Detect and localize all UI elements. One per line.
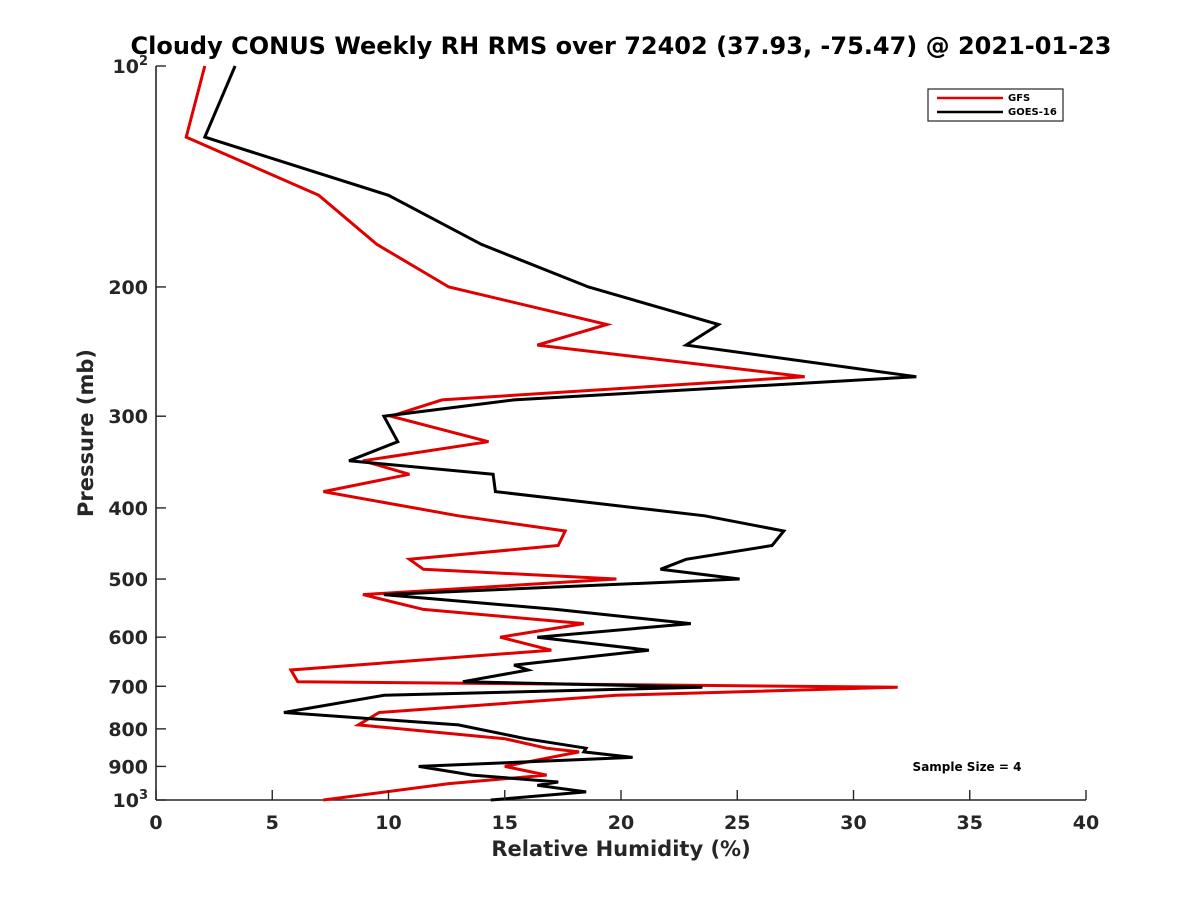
x-tick-label: 15 [492,812,518,834]
y-tick-label: 600 [108,627,148,649]
chart-title: Cloudy CONUS Weekly RH RMS over 72402 (3… [131,32,1112,60]
x-tick-label: 20 [608,812,634,834]
legend-label-gfs: GFS [1008,93,1030,104]
x-tick-label: 25 [724,812,750,834]
sample-size-annotation: Sample Size = 4 [913,760,1022,774]
y-tick-label: 102 [113,54,149,78]
y-tick-label: 300 [108,406,148,428]
series-layer [184,65,917,802]
x-tick-label: 30 [840,812,866,834]
series-line-gfs [184,65,898,802]
y-axis-label: Pressure (mb) [74,349,98,517]
x-tick-label: 35 [957,812,983,834]
x-tick-label: 5 [266,812,279,834]
tick-layer: 0 5 10 15 20 25 30 35 40 102 200 300 400 500 600 700 800… [108,54,1099,834]
y-tick-label: 800 [108,719,148,741]
x-tick-label: 10 [375,812,401,834]
y-tick-label: 900 [108,756,148,778]
y-tick-label: 500 [108,569,148,591]
legend-label-goes16: GOES-16 [1008,107,1057,118]
x-tick-label: 40 [1073,812,1099,834]
legend: GFS GOES-16 [927,88,1064,122]
x-tick-label: 0 [149,812,162,834]
series-line-goes16 [202,65,917,802]
y-tick-label: 200 [108,277,148,299]
y-tick-label: 700 [108,676,148,698]
legend-box [927,88,1064,122]
x-axis-label: Relative Humidity (%) [491,837,750,861]
y-tick-label: 103 [113,788,149,812]
y-tick-label: 400 [108,498,148,520]
